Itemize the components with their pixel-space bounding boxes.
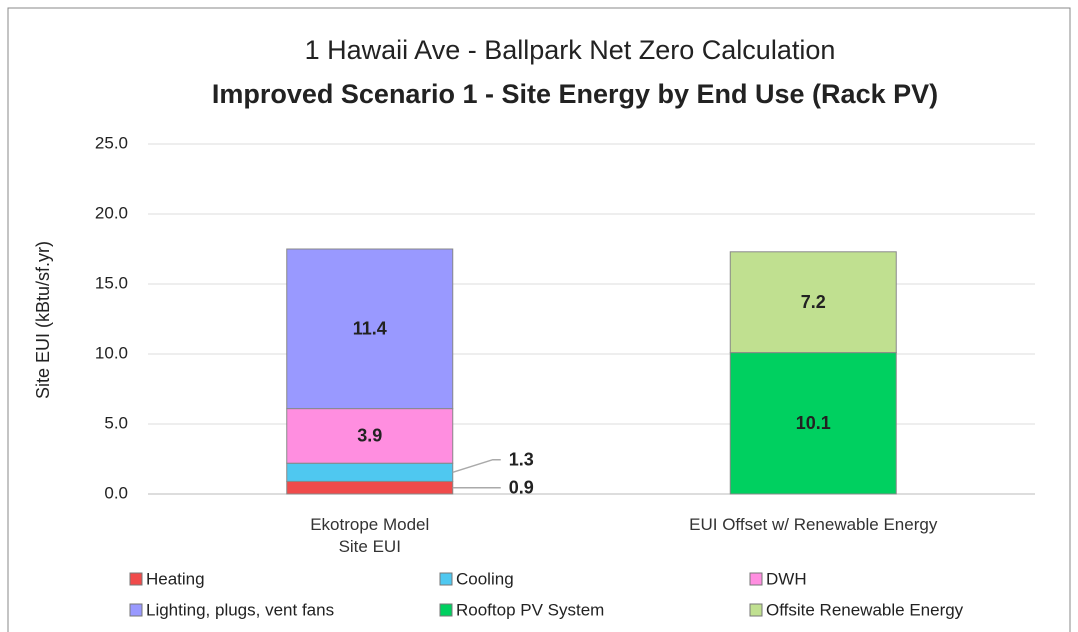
bar-segment xyxy=(286,480,454,495)
data-label: 3.9 xyxy=(357,426,382,446)
bar-segment xyxy=(286,248,454,410)
data-label: 1.3 xyxy=(509,449,534,469)
y-tick-label: 20.0 xyxy=(95,203,128,222)
data-label: 7.2 xyxy=(801,292,826,312)
y-tick-label: 10.0 xyxy=(95,343,128,362)
legend-swatch xyxy=(129,603,143,617)
x-tick-label: EUI Offset w/ Renewable Energy xyxy=(689,515,938,534)
bar-segment xyxy=(286,462,454,482)
legend-label: Offsite Renewable Energy xyxy=(766,600,964,619)
legend-label: DWH xyxy=(766,569,807,588)
y-tick-label: 0.0 xyxy=(104,483,128,502)
y-tick-label: 15.0 xyxy=(95,273,128,292)
y-tick-label: 25.0 xyxy=(95,133,128,152)
leader-line xyxy=(452,458,501,474)
x-tick-label: Ekotrope Model Site EUI xyxy=(310,515,430,556)
data-label: 11.4 xyxy=(353,319,387,339)
bar-segment xyxy=(286,408,454,464)
legend-label: Rooftop PV System xyxy=(456,600,604,619)
data-label: 10.1 xyxy=(796,413,831,433)
legend-swatch xyxy=(439,603,453,617)
legend-swatch xyxy=(129,572,143,586)
y-axis-label: Site EUI (kBtu/sf.yr) xyxy=(33,241,53,399)
chart-title: 1 Hawaii Ave - Ballpark Net Zero Calcula… xyxy=(305,35,836,65)
bar-segment xyxy=(729,251,897,354)
legend-swatch xyxy=(749,603,763,617)
legend-label: Cooling xyxy=(456,569,514,588)
legend-swatch xyxy=(749,572,763,586)
y-tick-label: 5.0 xyxy=(104,413,128,432)
legend-label: Heating xyxy=(146,569,205,588)
legend-swatch xyxy=(439,572,453,586)
chart-subtitle: Improved Scenario 1 - Site Energy by End… xyxy=(212,79,938,109)
data-label: 0.9 xyxy=(509,477,534,497)
legend-label: Lighting, plugs, vent fans xyxy=(146,600,334,619)
